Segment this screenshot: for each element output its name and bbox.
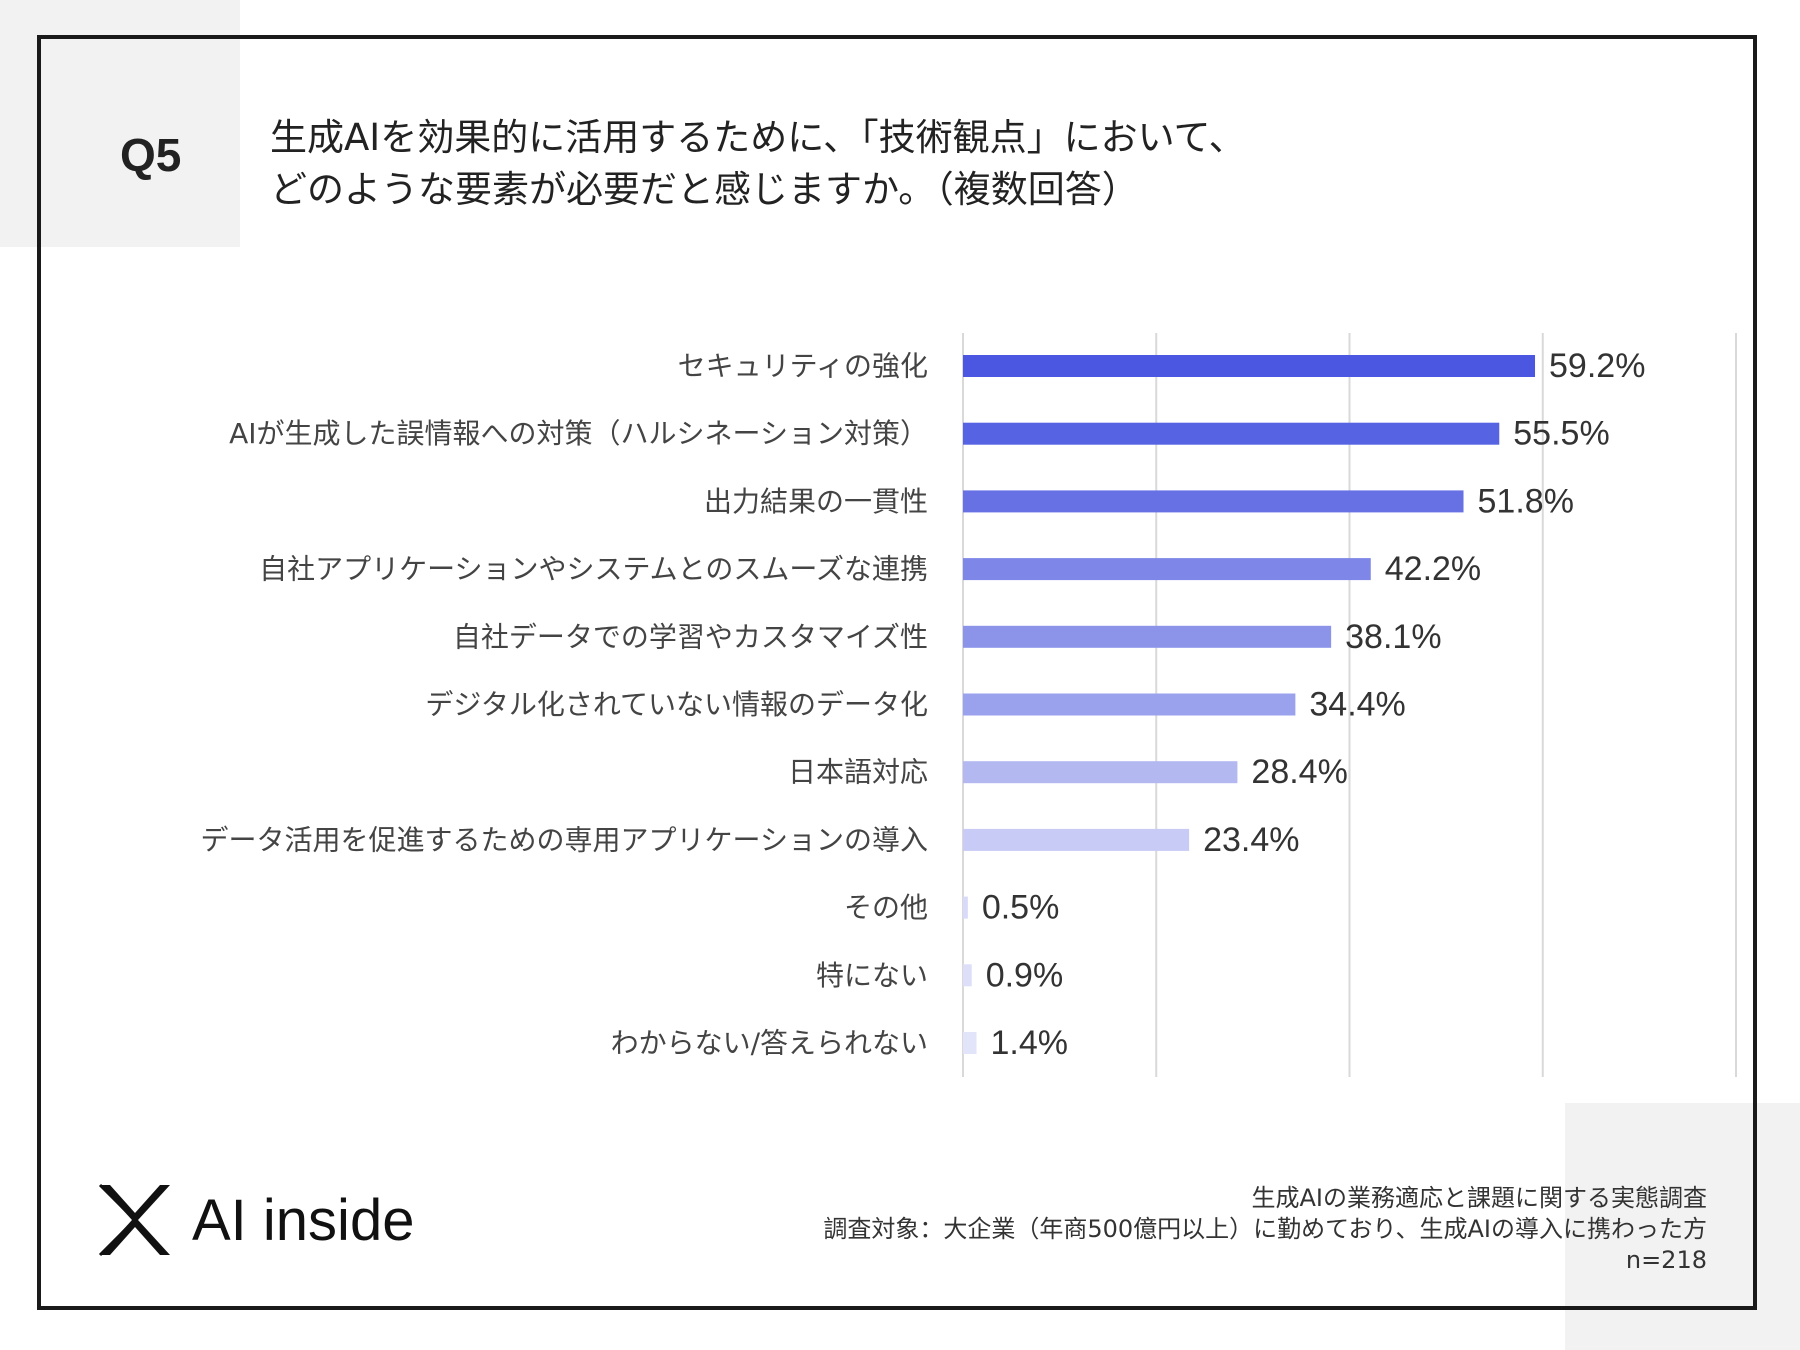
bar (963, 558, 1371, 581)
category-label: セキュリティの強化 (678, 350, 928, 383)
data-label: 23.4% (1203, 821, 1299, 859)
question-title-line2: どのような要素が必要だと感じますか。（複数回答） (270, 168, 1139, 211)
data-label: 38.1% (1345, 618, 1441, 656)
category-label: 自社データでの学習やカスタマイズ性 (453, 620, 928, 653)
category-label: 自社アプリケーションやシステムとのスムーズな連携 (259, 553, 928, 586)
category-label: 出力結果の一貫性 (704, 485, 928, 518)
bar (963, 1032, 977, 1054)
category-label: わからない/答えられない (611, 1027, 928, 1060)
bar (963, 761, 1238, 784)
bar (963, 625, 1332, 648)
bar (963, 964, 972, 987)
footnote-sample-size: n=218 (1625, 1246, 1707, 1274)
bar (963, 693, 1296, 716)
data-label: 28.4% (1251, 753, 1347, 791)
bar (963, 355, 1536, 377)
bar (963, 828, 1190, 851)
brand-name: AI inside (192, 1187, 415, 1253)
data-label: 55.5% (1513, 415, 1609, 453)
data-label: 1.4% (991, 1024, 1069, 1062)
data-label: 0.9% (986, 956, 1064, 994)
data-label: 34.4% (1309, 686, 1405, 724)
category-label: 特にない (816, 959, 928, 992)
footnote-target: 調査対象：大企業（年商500億円以上）に勤めており、生成AIの導入に携わった方 (823, 1215, 1707, 1243)
bar (963, 422, 1500, 445)
question-title: 生成AIを効果的に活用するために、「技術観点」において、 どのような要素が必要だ… (270, 112, 1570, 216)
bar (963, 490, 1464, 513)
question-number: Q5 (120, 129, 182, 181)
category-label: 日本語対応 (788, 756, 928, 789)
category-label: デジタル化されていない情報のデータ化 (425, 688, 928, 721)
survey-footnote: 生成AIの業務適応と課題に関する実態調査 調査対象：大企業（年商500億円以上）… (707, 1183, 1707, 1276)
data-label: 51.8% (1478, 482, 1574, 520)
data-label: 42.2% (1385, 550, 1481, 588)
data-label: 0.5% (982, 889, 1060, 927)
question-title-line1: 生成AIを効果的に活用するために、「技術観点」において、 (270, 116, 1246, 159)
content-frame (37, 35, 1757, 1310)
brand-logo: AI inside (96, 1180, 414, 1260)
bar (963, 896, 968, 919)
category-label: データ活用を促進するための専用アプリケーションの導入 (201, 823, 928, 856)
category-label: その他 (844, 891, 928, 924)
category-label: AIが生成した誤情報への対策（ハルシネーション対策） (229, 417, 928, 450)
x-logo-icon (98, 1183, 170, 1257)
footnote-survey-title: 生成AIの業務適応と課題に関する実態調査 (1251, 1184, 1708, 1212)
data-label: 59.2% (1549, 347, 1645, 385)
